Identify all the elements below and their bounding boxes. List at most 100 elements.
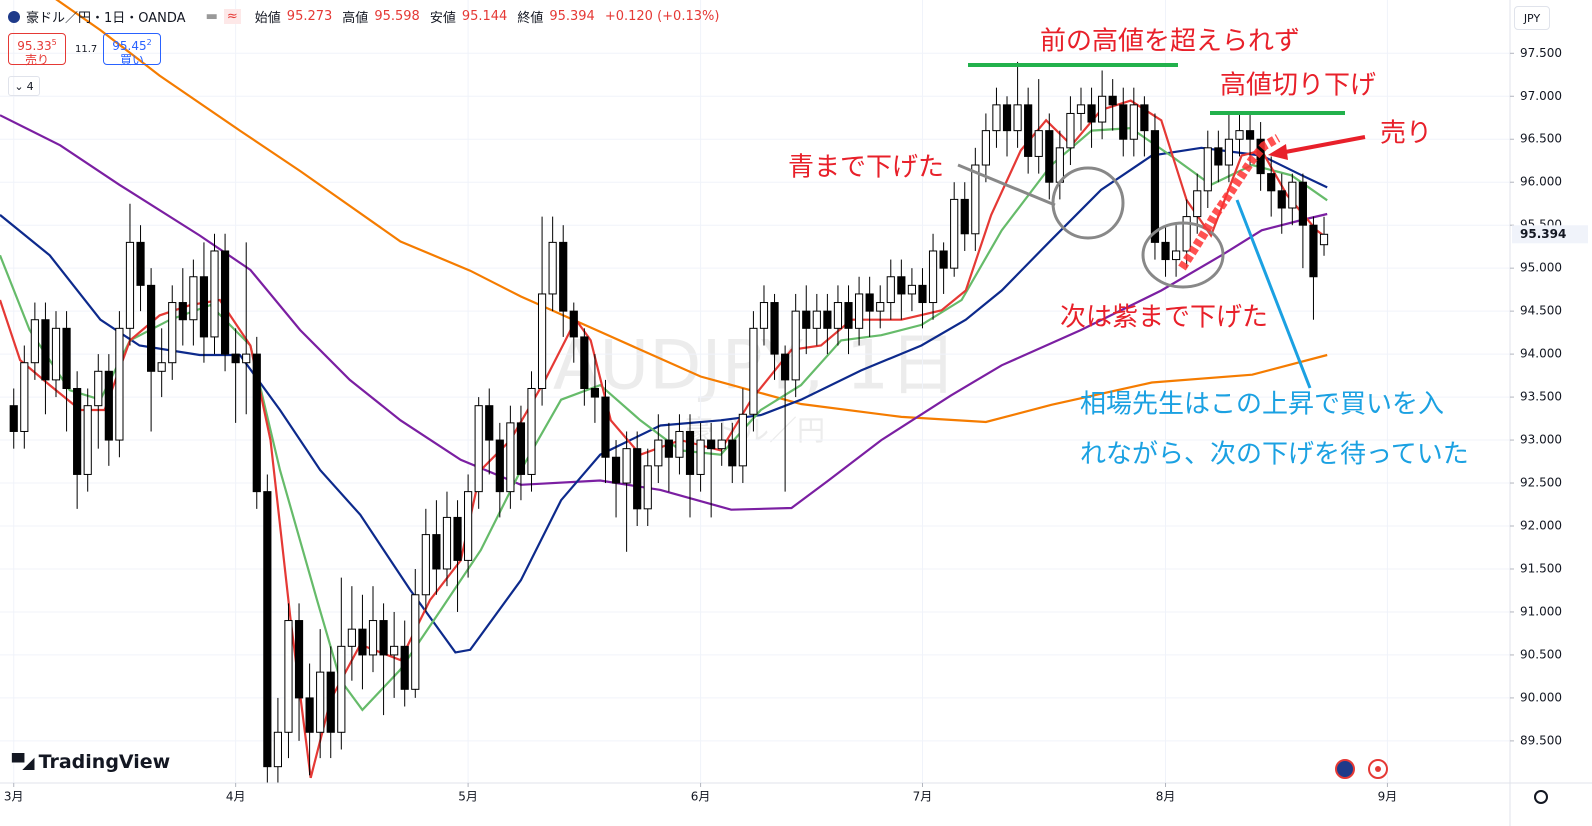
candle-body	[294, 620, 304, 699]
candle-body	[189, 276, 198, 321]
candle-body	[94, 370, 103, 407]
y-tick-label: 96.500	[1520, 132, 1562, 146]
y-tick-label: 91.000	[1520, 604, 1562, 618]
symbol[interactable]: 豪ドル／円・1日・OANDA	[26, 11, 186, 26]
candle-body	[802, 310, 811, 329]
candle-body	[1214, 147, 1223, 166]
candle-body	[1171, 250, 1181, 261]
candle-body	[897, 276, 906, 295]
candle-body	[781, 353, 790, 381]
candle-body	[1066, 112, 1075, 149]
gray-pointer	[957, 163, 1056, 207]
flag-icon[interactable]	[1335, 759, 1355, 779]
candle-body	[580, 336, 589, 389]
candle-body	[559, 241, 568, 312]
candle-body	[907, 284, 917, 295]
candle-body	[601, 396, 610, 458]
candle-body	[273, 731, 283, 768]
settings-icon[interactable]	[1534, 790, 1548, 804]
sell-button[interactable]: 95.335 売り	[8, 33, 66, 67]
candle-body	[749, 327, 758, 415]
annotation: 前の高値を超えられず	[1040, 27, 1300, 57]
candle-body	[379, 620, 388, 656]
candle-body	[992, 104, 1001, 132]
candle-body	[1182, 216, 1191, 252]
candle-body	[950, 198, 959, 269]
currency-button[interactable]: JPY	[1514, 6, 1550, 30]
candle-body	[51, 327, 61, 381]
red-arrowhead	[1268, 144, 1288, 160]
candle-body	[421, 534, 430, 596]
y-tick-label: 94.500	[1520, 304, 1562, 318]
candle-body	[199, 276, 209, 338]
candle-body	[411, 594, 420, 690]
annotation: 売り	[1380, 119, 1432, 149]
approx-icon[interactable]: ≈	[223, 9, 241, 24]
x-tick-label: 3月	[4, 790, 24, 804]
candle-body	[759, 302, 769, 329]
candle-body	[516, 422, 526, 475]
candle-body	[252, 353, 261, 493]
candle-body	[590, 387, 600, 398]
y-tick-label: 92.000	[1520, 519, 1562, 533]
y-tick-label: 90.000	[1520, 690, 1562, 704]
buy-label: 買い	[119, 53, 144, 67]
candle-body	[1309, 224, 1318, 278]
last-price-label: 95.394	[1520, 227, 1566, 241]
candle-body	[1098, 95, 1107, 123]
candle-body	[939, 250, 948, 269]
candle-body	[1108, 95, 1117, 106]
candle-body	[1013, 104, 1022, 132]
candle-body	[812, 310, 821, 329]
candle-body	[337, 645, 346, 733]
red-squiggle	[1178, 134, 1281, 271]
y-tick-label: 96.000	[1520, 175, 1562, 189]
axes: 89.500 90.000 90.500 91.000 91.500 92.000 92.5…	[4, 46, 1588, 804]
candle-body	[104, 370, 113, 441]
candle-body	[622, 448, 631, 484]
candle-body	[347, 628, 356, 647]
annotations: 前の高値を超えられず 高値切り下げ 売り 青まで下げた 次は紫まで下げた 相場先…	[788, 27, 1469, 470]
flag	[8, 10, 20, 23]
x-tick-label: 6月	[691, 790, 711, 804]
candle-body	[168, 302, 177, 364]
ohlc-label: 安値	[429, 11, 456, 26]
candle-body	[928, 250, 938, 304]
candle-body	[178, 302, 187, 321]
candle-body	[506, 422, 515, 493]
indicator-count: 4	[26, 79, 34, 93]
buy-price: 95.45	[112, 39, 147, 53]
candle-body	[1140, 104, 1149, 132]
candle-body	[1076, 104, 1086, 114]
annotation: 相場先生はこの上昇で買いを入	[1080, 390, 1444, 420]
candle-body	[1002, 104, 1012, 132]
red-arrow	[1279, 135, 1366, 155]
candle-body	[115, 327, 124, 441]
candle-body	[147, 284, 156, 372]
sell-pip: 5	[51, 38, 57, 47]
buy-button[interactable]: 95.452 買い	[103, 33, 161, 67]
candle-body	[1161, 241, 1170, 261]
sell-price: 95.33	[17, 39, 52, 53]
candle-body	[1193, 190, 1202, 218]
candle-body	[1245, 130, 1255, 140]
candle-body	[643, 465, 652, 510]
candle-body	[1224, 138, 1234, 166]
candle-body	[1129, 104, 1138, 140]
candle-body	[136, 241, 145, 286]
indicator-toggle[interactable]: ⌄ 4	[8, 76, 40, 96]
candle-body	[326, 671, 335, 733]
candle-body	[73, 387, 82, 475]
buy-pip: 2	[146, 38, 152, 47]
header: 豪ドル／円・1日・OANDA ▬ ≈ 始値 95.273 高値 95.598 安値 9…	[8, 7, 723, 26]
logo[interactable]: ▀◢ TradingView	[12, 751, 170, 773]
candle-body	[685, 430, 695, 475]
y-tick-label: 90.500	[1520, 647, 1562, 661]
candle-body	[305, 697, 314, 733]
candle-body	[358, 628, 367, 656]
ohlc-value: 95.598	[374, 9, 420, 24]
x-tick-label: 4月	[226, 790, 246, 804]
candle-body	[1277, 190, 1286, 209]
candle-body	[400, 645, 409, 690]
